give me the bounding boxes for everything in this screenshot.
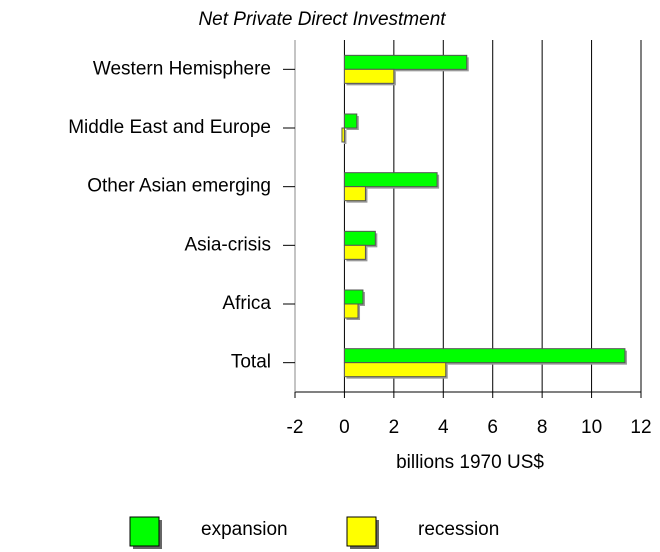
y-tick-label: Middle East and Europe: [68, 117, 271, 138]
y-tick-label: Other Asian emerging: [87, 176, 271, 197]
x-axis-label: billions 1970 US$: [396, 452, 544, 473]
y-tick-label: Africa: [222, 293, 271, 314]
bar: [343, 230, 376, 246]
y-tick-label: Total: [231, 352, 271, 373]
bar: [341, 127, 345, 143]
bar-shadow: [343, 130, 347, 144]
x-tick-label: 2: [389, 417, 400, 438]
chart-title: Net Private Direct Investment: [198, 9, 446, 30]
bar: [343, 348, 626, 364]
bar: [343, 303, 359, 319]
bar: [343, 362, 447, 378]
legend-swatch: [129, 516, 160, 547]
y-tick-label: Asia-crisis: [184, 234, 271, 255]
x-tick-label: -2: [287, 417, 304, 438]
x-tick-label: 8: [537, 417, 548, 438]
legend-label: recession: [418, 519, 499, 540]
bar: [343, 186, 366, 202]
x-tick-label: 0: [339, 417, 350, 438]
x-tick-label: 6: [487, 417, 498, 438]
x-tick-label: 10: [581, 417, 602, 438]
bar: [343, 54, 468, 70]
legend-swatch: [346, 516, 377, 547]
x-tick-label: 12: [630, 417, 651, 438]
bar: [343, 289, 364, 305]
bar: [343, 244, 366, 260]
bar: [343, 172, 438, 188]
bar: [343, 113, 358, 129]
x-tick-label: 4: [438, 417, 449, 438]
bar: [343, 68, 395, 84]
legend-label: expansion: [201, 519, 288, 540]
y-tick-label: Western Hemisphere: [93, 58, 271, 79]
